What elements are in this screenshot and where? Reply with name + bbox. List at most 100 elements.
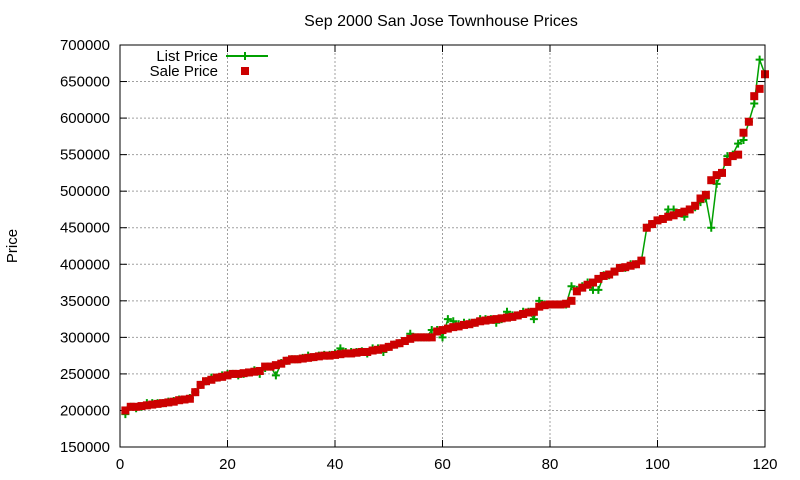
y-axis-label: Price bbox=[4, 229, 21, 263]
list-price-point bbox=[750, 99, 759, 108]
sale-price-point bbox=[739, 128, 748, 137]
sale-price-point bbox=[605, 270, 614, 279]
sale-price-point bbox=[476, 317, 485, 326]
sale-price-point bbox=[175, 396, 184, 405]
list-price-point bbox=[567, 282, 576, 291]
sale-price-point bbox=[470, 318, 479, 327]
sale-price-point bbox=[750, 92, 759, 101]
y-tick-label: 150000 bbox=[60, 439, 110, 456]
sale-price-point bbox=[427, 333, 436, 342]
sale-price-point bbox=[589, 278, 597, 287]
sale-price-point bbox=[121, 406, 130, 415]
sale-price-point bbox=[331, 350, 339, 359]
sale-price-point bbox=[438, 326, 447, 335]
sale-price-point bbox=[164, 398, 173, 407]
x-tick-label: 0 bbox=[116, 456, 124, 473]
y-tick-label: 450000 bbox=[60, 220, 110, 237]
sale-price-point bbox=[524, 308, 533, 317]
y-tick-label: 200000 bbox=[60, 402, 110, 419]
sale-price-point bbox=[675, 209, 683, 218]
sale-price-point bbox=[411, 333, 420, 342]
legend-label-list-price: List Price bbox=[156, 48, 218, 65]
sale-price-point bbox=[137, 402, 146, 411]
list-price-line bbox=[124, 58, 766, 415]
sale-price-point bbox=[207, 375, 216, 384]
sale-price-point bbox=[626, 261, 635, 270]
sale-price-point bbox=[718, 168, 726, 177]
sale-price-point bbox=[508, 312, 517, 321]
sale-price-point bbox=[535, 302, 544, 311]
sale-price-point bbox=[314, 352, 323, 361]
y-tick-label: 350000 bbox=[60, 293, 110, 310]
sale-price-point bbox=[191, 388, 200, 397]
x-tick-label: 100 bbox=[645, 456, 670, 473]
sale-price-point bbox=[126, 402, 135, 411]
chart-title: Sep 2000 San Jose Townhouse Prices bbox=[304, 13, 578, 30]
sale-price-point bbox=[637, 256, 646, 265]
y-tick-label: 500000 bbox=[60, 183, 110, 200]
sale-price-point bbox=[433, 327, 442, 336]
sale-price-point bbox=[185, 394, 194, 403]
y-tick-label: 300000 bbox=[60, 329, 110, 346]
legend-marker-sale-price bbox=[241, 67, 249, 75]
sale-price-point bbox=[540, 301, 549, 310]
sale-price-point bbox=[148, 400, 157, 409]
x-tick-label: 20 bbox=[219, 456, 236, 473]
sale-price-point bbox=[228, 369, 237, 378]
list-price-point bbox=[755, 55, 764, 64]
sale-price-point bbox=[250, 367, 259, 376]
sale-price-point bbox=[583, 280, 592, 289]
sale-price-point bbox=[691, 201, 700, 210]
gridlines bbox=[120, 45, 765, 447]
sale-price-point bbox=[234, 369, 243, 378]
list-price-point bbox=[594, 285, 603, 294]
sale-price-point bbox=[245, 368, 253, 377]
y-tick-label: 700000 bbox=[60, 37, 110, 54]
sale-price-point bbox=[669, 211, 678, 220]
sale-price-point bbox=[277, 359, 286, 368]
sale-price-point bbox=[357, 347, 366, 356]
sale-price-point bbox=[347, 349, 356, 358]
sale-price-point bbox=[562, 299, 571, 308]
sale-price-point bbox=[454, 322, 463, 331]
sale-price-point bbox=[664, 212, 673, 221]
sale-price-point bbox=[492, 315, 501, 324]
sale-price-point bbox=[341, 349, 350, 358]
sale-price-point bbox=[594, 274, 603, 283]
sale-price-point bbox=[363, 347, 372, 356]
sale-price-point bbox=[599, 271, 608, 280]
sale-price-point bbox=[572, 287, 581, 296]
x-tick-label: 40 bbox=[327, 456, 344, 473]
sale-price-point bbox=[755, 84, 764, 93]
sale-price-point bbox=[395, 339, 404, 348]
sale-price-point bbox=[632, 260, 640, 269]
sale-price-point bbox=[723, 157, 732, 166]
sale-price-point bbox=[460, 320, 468, 329]
sale-price-point bbox=[261, 362, 270, 371]
sale-price-point bbox=[642, 223, 651, 232]
sale-price-point bbox=[379, 344, 388, 353]
sale-price-point bbox=[309, 353, 318, 362]
list-price-point bbox=[271, 371, 280, 380]
y-tick-label: 400000 bbox=[60, 256, 110, 273]
sale-price-point bbox=[610, 267, 619, 276]
sale-price-point bbox=[132, 402, 141, 411]
sale-price-point bbox=[223, 371, 232, 380]
sale-price-point bbox=[497, 314, 506, 323]
sale-price-point bbox=[648, 220, 657, 229]
sale-price-point bbox=[400, 337, 409, 346]
sale-price-point bbox=[701, 190, 710, 199]
sale-price-point bbox=[556, 300, 565, 309]
y-tick-label: 600000 bbox=[60, 110, 110, 127]
sale-price-point bbox=[696, 194, 705, 203]
sale-price-point bbox=[551, 300, 560, 309]
sale-price-point bbox=[685, 205, 694, 214]
sale-price-point bbox=[417, 333, 425, 342]
sale-price-point bbox=[443, 324, 452, 333]
sale-price-point bbox=[653, 216, 662, 225]
sale-price-point bbox=[239, 369, 248, 378]
sale-price-point bbox=[336, 350, 345, 359]
legend-label-sale-price: Sale Price bbox=[150, 63, 218, 80]
sale-price-point bbox=[196, 380, 205, 389]
